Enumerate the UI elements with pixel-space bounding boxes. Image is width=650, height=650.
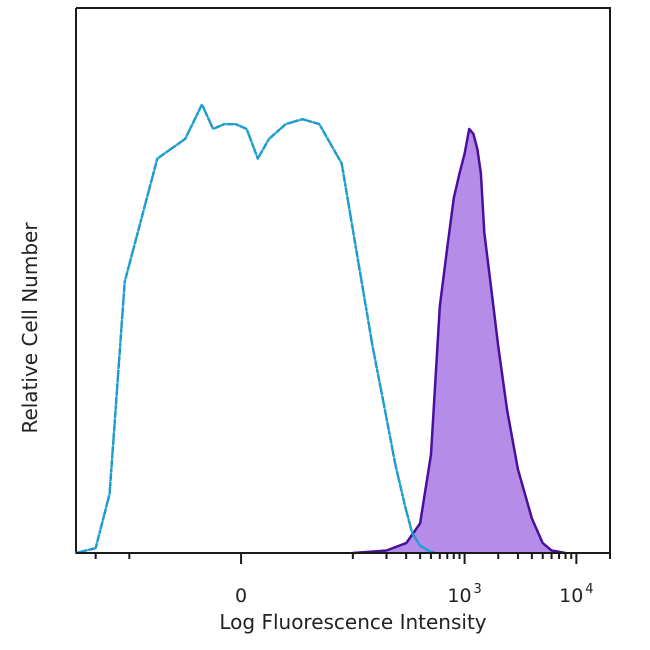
x-tick-label-base: 10 xyxy=(447,585,471,607)
x-tick-label: 10 3 xyxy=(447,582,481,607)
stained-histogram-line xyxy=(352,127,566,555)
y-axis-title: Relative Cell Number xyxy=(18,222,42,434)
x-tick-label-exponent: 3 xyxy=(474,582,482,597)
x-tick-label-exponent: 4 xyxy=(585,582,593,597)
x-tick-label-base: 0 xyxy=(235,585,247,607)
stained-histogram-fill xyxy=(352,129,566,553)
x-tick-label: 0 xyxy=(235,585,247,607)
isotype-histogram-line xyxy=(74,103,436,555)
plot-frame xyxy=(75,7,611,554)
plot-border xyxy=(75,7,611,554)
series-layer xyxy=(74,103,610,555)
x-tick-label-base: 10 xyxy=(559,585,583,607)
x-tick-label: 10 4 xyxy=(559,582,593,607)
x-axis-title: Log Fluorescence Intensity xyxy=(219,610,486,634)
isotype-histogram-shadow xyxy=(75,103,436,555)
x-axis-ticks xyxy=(94,553,611,564)
x-tick-labels: 0 10 3 10 4 xyxy=(235,582,594,607)
